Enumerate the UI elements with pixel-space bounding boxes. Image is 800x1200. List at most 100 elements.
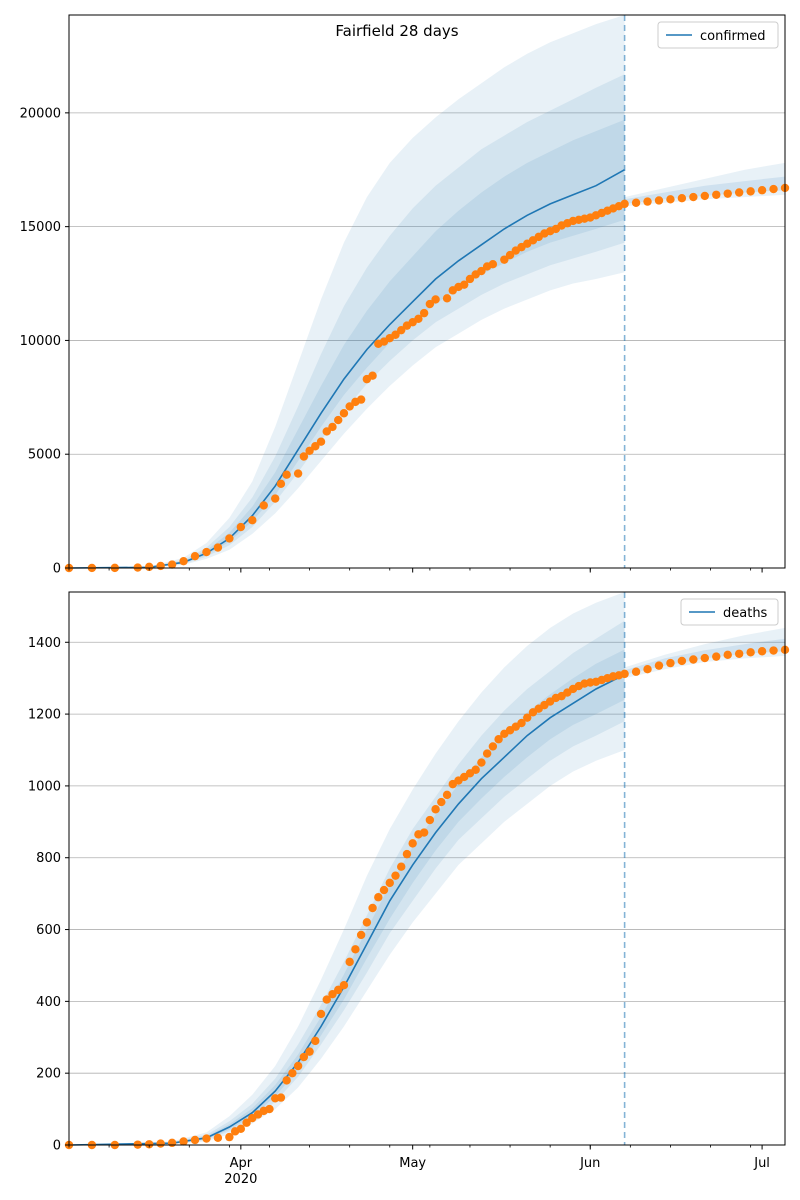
observed-point [368, 371, 377, 380]
observed-point [345, 957, 354, 967]
observed-point [465, 274, 475, 284]
observed-point [391, 871, 400, 880]
observed-point [225, 1132, 234, 1142]
model-line [68, 673, 625, 1146]
observed-point [442, 790, 452, 800]
observed-point [351, 945, 360, 954]
observed-point [746, 648, 755, 657]
observed-point [712, 652, 721, 661]
observed-point [202, 547, 211, 557]
observed-point [700, 191, 710, 201]
observed-point [477, 758, 486, 767]
observed-point [322, 427, 331, 436]
observed-point [437, 797, 446, 807]
observed-point [362, 918, 372, 927]
observed-point [397, 325, 406, 335]
observed-point [213, 543, 223, 552]
confidence-band [69, 119, 625, 568]
y-tick-label: 400 [36, 995, 61, 1010]
observed-point [334, 985, 343, 995]
x-tick-label: Jun [579, 1156, 600, 1171]
observed-point [144, 562, 154, 572]
observed-point [385, 878, 394, 888]
observed-point [144, 1140, 154, 1149]
y-tick-label: 600 [36, 923, 61, 938]
observed-point [414, 314, 423, 324]
observed-point [305, 446, 314, 456]
observed-point [265, 1104, 274, 1114]
observed-point [666, 658, 675, 668]
y-tick-label: 15000 [20, 220, 61, 235]
observed-point [757, 186, 767, 195]
observed-point [643, 665, 652, 674]
y-tick-label: 5000 [28, 448, 61, 463]
observed-point [700, 653, 710, 663]
observed-point [442, 294, 452, 303]
observed-point [431, 805, 440, 814]
observed-point [689, 192, 698, 202]
observed-point [242, 1118, 251, 1127]
observed-point [723, 189, 732, 198]
observed-point [328, 989, 337, 999]
observed-point [431, 295, 440, 304]
observed-point [179, 556, 188, 566]
observed-point [156, 1139, 165, 1148]
observed-point [316, 437, 326, 446]
confidence-band [69, 649, 625, 1145]
observed-point [712, 190, 721, 199]
observed-point [374, 893, 383, 902]
observed-point [276, 479, 286, 488]
x-year-label: 2020 [224, 1172, 257, 1187]
observed-point [190, 1135, 200, 1145]
observed-point [419, 308, 429, 318]
observed-point [288, 1068, 297, 1078]
observed-point [339, 981, 349, 990]
legend-box [657, 21, 779, 49]
axes-frame [68, 14, 786, 569]
observed-point [425, 299, 435, 309]
x-tick-label: Jul [753, 1156, 770, 1171]
observed-point [391, 330, 400, 339]
deaths-chart: 0 200 400 600 800 1000 1200 1400 Apr May Jun Jul 202… [28, 591, 790, 1187]
observed-point [523, 713, 532, 722]
observed-point [734, 188, 744, 197]
observed-point [334, 415, 343, 425]
observed-point [356, 395, 366, 404]
observed-point [500, 255, 509, 264]
observed-point [311, 442, 320, 451]
y-tick-label: 1000 [28, 779, 61, 794]
observed-point [769, 184, 778, 194]
observed-point [654, 661, 664, 670]
observed-point [419, 828, 429, 837]
axes-frame [68, 591, 786, 1146]
observed-point [425, 815, 435, 825]
observed-point [356, 930, 366, 940]
observed-point [631, 667, 641, 676]
observed-point [488, 259, 498, 269]
x-tick-label: May [399, 1156, 426, 1171]
observed-point [723, 650, 732, 660]
observed-point [259, 501, 268, 510]
observed-point [505, 250, 515, 260]
observed-point [236, 1124, 246, 1134]
observed-point [293, 469, 303, 478]
observed-point [236, 522, 246, 532]
observed-point [471, 765, 480, 774]
observed-point [322, 995, 331, 1004]
y-tick-label: 20000 [20, 106, 61, 121]
observed-point [271, 494, 280, 503]
observed-point [677, 656, 687, 666]
observed-point [345, 402, 354, 411]
forecast-band [624, 162, 785, 207]
observed-point [213, 1133, 223, 1143]
observed-point [620, 669, 629, 679]
observed-point [293, 1061, 303, 1071]
y-tick-label: 1400 [28, 636, 61, 651]
observed-point [477, 266, 486, 276]
observed-point [202, 1134, 211, 1143]
observed-point [179, 1137, 188, 1146]
observed-point [316, 1009, 326, 1019]
observed-point [299, 452, 309, 461]
observed-point [299, 1052, 309, 1062]
observed-point [746, 187, 755, 196]
